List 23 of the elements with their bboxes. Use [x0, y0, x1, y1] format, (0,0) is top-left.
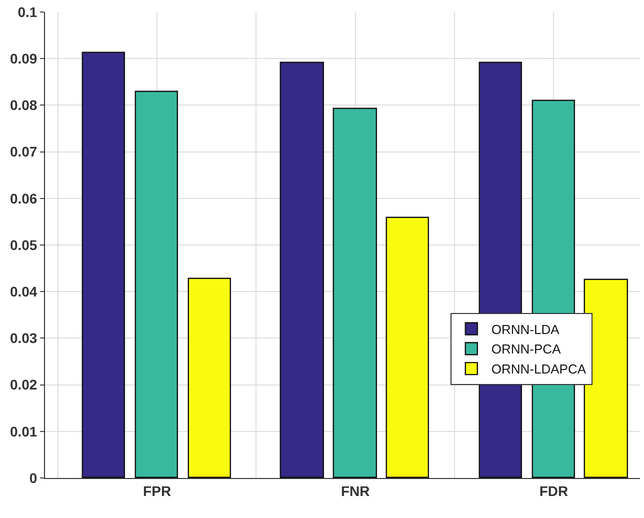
y-tick-label: 0.07	[10, 144, 38, 160]
x-tick-label: FPR	[143, 482, 172, 499]
y-tick-label: 0.09	[10, 50, 38, 66]
y-tick-label: 0.03	[10, 330, 38, 346]
bar	[386, 216, 429, 478]
bar	[188, 278, 231, 478]
x-tick-label: FNR	[341, 482, 370, 499]
y-tick-label: 0.04	[10, 284, 38, 300]
bar	[82, 52, 125, 478]
legend-label: ORNN-LDA	[491, 322, 560, 337]
y-tick-label: 0	[29, 470, 38, 486]
y-tick-label: 0.08	[10, 97, 38, 114]
legend-label: ORNN-LDAPCA	[491, 362, 586, 377]
y-tick-label: 0.1	[18, 4, 38, 20]
y-tick-label: 0.01	[10, 423, 38, 440]
y-tick-label: 0.06	[10, 190, 38, 206]
y-tick-label: 0.02	[10, 376, 38, 393]
bar	[280, 62, 324, 478]
bar	[134, 90, 178, 478]
bar	[332, 108, 377, 478]
legend-label: ORNN-PCA	[491, 342, 562, 357]
y-tick-label: 0.05	[10, 236, 38, 253]
x-tick-label: FDR	[539, 482, 568, 499]
